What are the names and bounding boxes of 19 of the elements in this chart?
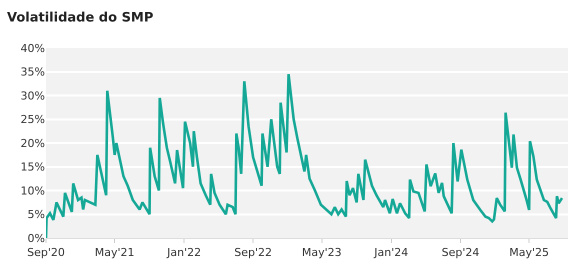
y-tick-label: 40% [20, 42, 45, 55]
x-tick-label: Sep'20 [27, 246, 65, 260]
x-tick-label: Jan'22 [166, 246, 202, 260]
y-tick-label: 5% [28, 208, 45, 222]
x-tick-label: May'21 [94, 246, 135, 260]
x-tick-label: May'23 [302, 246, 342, 260]
y-tick-label: 20% [20, 136, 45, 150]
y-tick-label: 35% [20, 66, 45, 79]
x-tick-label: May'25 [509, 246, 550, 260]
y-tick-label: 15% [20, 160, 45, 174]
y-tick-label: 30% [20, 89, 45, 102]
line-series [46, 72, 564, 238]
y-tick-label: 25% [20, 113, 45, 126]
x-tick-label: Sep'24 [442, 246, 480, 260]
y-tick-label: 0% [28, 232, 45, 245]
chart-title: Volatilidade do SMP [6, 10, 154, 26]
x-tick-label: Jan'24 [373, 246, 408, 260]
x-tick-label: Sep'22 [234, 246, 272, 260]
y-tick-label: 10% [20, 184, 45, 198]
